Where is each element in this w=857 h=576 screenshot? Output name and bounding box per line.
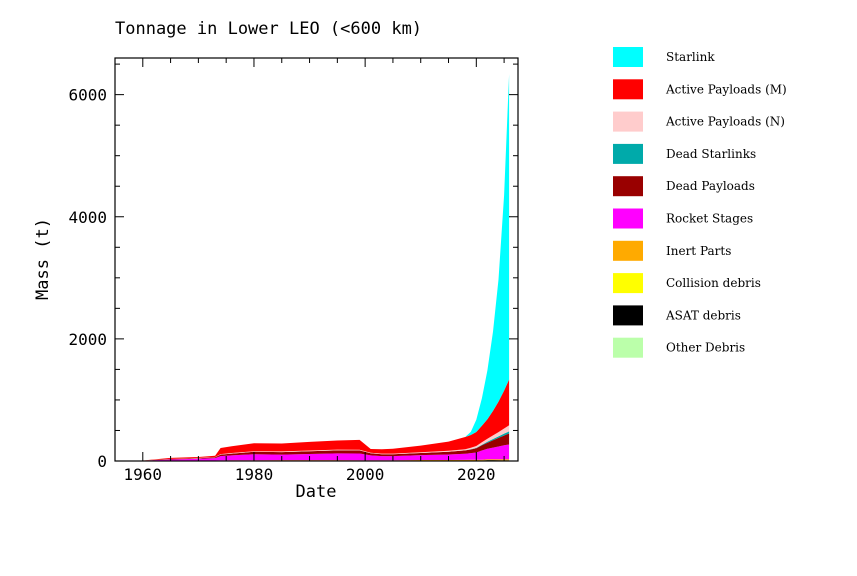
y-tick-label: 4000	[68, 208, 107, 227]
y-tick-label: 0	[97, 452, 107, 471]
legend-label: Inert Parts	[666, 244, 731, 258]
legend-label: ASAT debris	[665, 308, 741, 322]
area-dead-payloads	[126, 433, 510, 461]
area-active-payloads-m	[126, 379, 510, 461]
legend-swatch	[613, 143, 643, 164]
legend-label: Rocket Stages	[666, 212, 753, 226]
area-starlink	[126, 74, 510, 461]
legend-swatch	[613, 305, 643, 326]
legend-swatch	[613, 273, 643, 294]
y-axis-label: Mass (t)	[33, 218, 53, 300]
legend-swatch	[613, 337, 643, 358]
legend-label: Starlink	[666, 50, 715, 64]
legend-swatch	[613, 176, 643, 197]
plot-areas	[126, 74, 510, 461]
area-rocket-stages	[126, 444, 510, 461]
legend-swatch	[613, 111, 643, 132]
legend-label: Dead Payloads	[666, 179, 755, 193]
legend-label: Other Debris	[666, 341, 745, 355]
legend-swatch	[613, 208, 643, 229]
x-ticks: 1960 1980 2000 2020	[114, 58, 505, 484]
chart-title: Tonnage in Lower LEO (<600 km)	[115, 19, 422, 39]
plot-frame	[114, 57, 519, 462]
legend-swatch	[613, 79, 643, 100]
x-tick-label: 2000	[346, 465, 385, 484]
legend-swatch	[613, 47, 643, 67]
legend-label: Active Payloads (N)	[665, 115, 785, 129]
legend-label: Active Payloads (M)	[665, 82, 787, 96]
y-tick-label: 6000	[68, 86, 107, 105]
y-tick-label: 2000	[68, 330, 107, 349]
legend-label: Dead Starlinks	[666, 147, 756, 161]
x-tick-label: 2020	[457, 465, 496, 484]
legend-label: Collision debris	[666, 276, 761, 290]
x-tick-label: 1960	[124, 465, 163, 484]
legend: Starlink Active Payloads (M) Active Payloa…	[613, 47, 787, 358]
legend-swatch	[613, 240, 643, 261]
x-tick-label: 1980	[235, 465, 274, 484]
x-axis-label: Date	[296, 482, 337, 502]
y-ticks: 0 2000 4000 6000	[68, 63, 518, 471]
